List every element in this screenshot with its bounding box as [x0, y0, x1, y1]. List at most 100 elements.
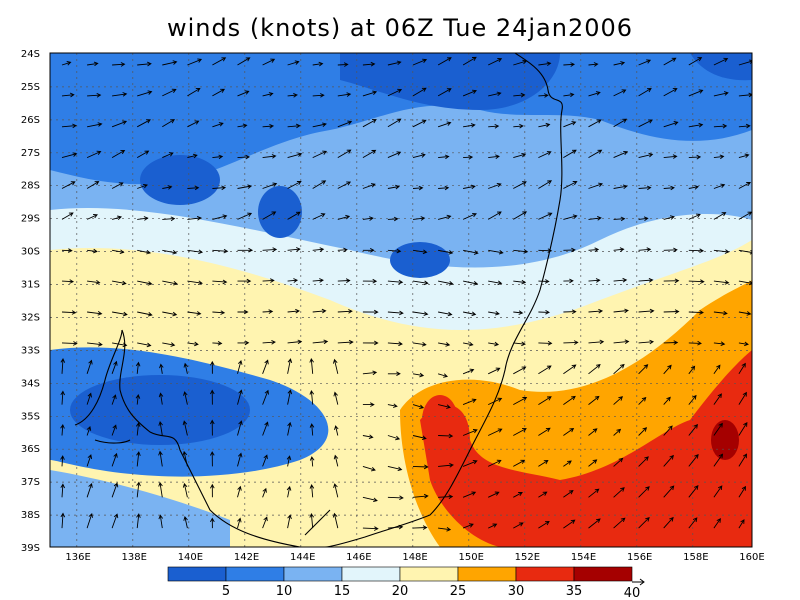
wind-speed-field — [50, 53, 752, 547]
wind-arrow — [309, 512, 314, 529]
wind-arrow — [488, 249, 504, 255]
wind-arrow — [61, 248, 73, 253]
wind-arrow — [688, 213, 701, 220]
lat-tick-label: 30S — [21, 247, 40, 258]
wind-arrow — [488, 91, 502, 97]
wind-arrow — [462, 491, 477, 498]
wind-arrow — [87, 311, 103, 316]
lat-tick-label: 37S — [21, 477, 40, 488]
wind-arrow — [287, 308, 300, 314]
wind-arrow — [187, 153, 198, 159]
wind-arrow — [462, 89, 477, 97]
wind-arrow — [137, 249, 152, 255]
wind-arrow — [613, 247, 625, 252]
wind-arrow — [287, 421, 292, 436]
wind-arrow — [312, 61, 324, 67]
wind-arrow — [663, 364, 672, 375]
wind-arrow — [513, 59, 528, 66]
wind-arrow — [688, 394, 697, 405]
wind-arrow — [187, 215, 202, 221]
wind-arrow — [738, 391, 747, 405]
wind-arrow — [111, 394, 117, 405]
wind-arrow — [412, 525, 428, 530]
lat-tick-label: 39S — [21, 543, 40, 554]
wind-arrow — [663, 485, 675, 498]
wind-arrow — [337, 92, 352, 97]
wind-arrow — [688, 517, 698, 529]
wind-arrow — [588, 488, 600, 498]
wind-arrow — [158, 450, 163, 467]
wind-arrow — [286, 485, 292, 498]
wind-arrow — [187, 88, 201, 97]
wind-arrow — [212, 57, 227, 66]
wind-arrow — [137, 342, 152, 348]
wind-arrow — [158, 481, 163, 498]
wind-arrow — [438, 154, 450, 160]
wind-arrow — [713, 364, 721, 375]
wind-arrow — [638, 59, 652, 66]
wind-arrow — [212, 310, 226, 315]
wind-arrow — [638, 486, 650, 498]
wind-arrow — [387, 60, 402, 66]
wind-arrow — [387, 279, 404, 285]
wind-arrow — [563, 278, 574, 284]
wind-arrow — [287, 278, 299, 283]
wind-arrow — [613, 308, 629, 314]
wind-arrow — [738, 453, 747, 467]
wind-arrow — [688, 279, 705, 284]
lat-tick-label: 36S — [21, 444, 40, 455]
wind-arrow — [488, 367, 501, 375]
wind-arrow — [237, 360, 243, 374]
wind-arrow — [387, 248, 402, 254]
wind-arrow — [412, 493, 429, 499]
wind-arrow — [588, 339, 605, 345]
wind-arrow — [112, 249, 125, 255]
wind-arrow — [462, 459, 478, 467]
wind-arrow — [212, 279, 228, 285]
colorbar: 5 10 15 20 25 30 35 40 — [167, 566, 645, 600]
wind-arrow — [588, 91, 601, 97]
wind-arrow — [86, 513, 93, 529]
wind-arrow — [638, 456, 649, 467]
wind-arrow — [287, 181, 302, 189]
wind-arrow — [713, 341, 726, 347]
lat-tick-label: 27S — [21, 148, 40, 159]
colorbar-label: 10 — [276, 584, 293, 599]
colorbar-swatch — [573, 566, 633, 582]
wind-arrow — [713, 422, 723, 436]
wind-arrow — [162, 88, 177, 97]
wind-arrow — [158, 514, 164, 529]
wind-arrow — [162, 249, 178, 255]
wind-arrow — [438, 527, 452, 532]
lon-tick-label: 150E — [458, 552, 483, 563]
wind-arrow — [312, 122, 327, 128]
wind-arrow — [312, 339, 329, 345]
wind-arrow — [158, 420, 163, 436]
wind-arrow — [387, 371, 401, 376]
wind-arrow — [588, 215, 602, 221]
wind-arrow — [87, 92, 102, 98]
wind-arrow — [462, 398, 477, 406]
wind-arrow — [462, 368, 475, 375]
wind-arrow — [387, 118, 402, 128]
wind-arrow — [613, 61, 626, 66]
wind-arrow — [312, 150, 328, 159]
wind-arrow — [237, 389, 243, 405]
colorbar-label: 25 — [450, 584, 467, 599]
wind-arrow — [136, 119, 151, 128]
wind-arrow — [112, 280, 127, 286]
wind-arrow — [488, 397, 503, 406]
wind-arrow — [713, 183, 726, 189]
wind-arrow — [86, 392, 92, 405]
wind-arrow — [209, 389, 215, 405]
wind-arrow — [438, 342, 451, 347]
wind-arrow — [488, 491, 500, 498]
wind-arrow — [488, 280, 503, 286]
wind-arrow — [538, 93, 549, 98]
wind-arrow — [61, 152, 78, 159]
wind-arrow — [212, 248, 229, 254]
wind-arrow — [387, 465, 403, 472]
wind-arrow — [210, 360, 215, 374]
wind-arrow — [286, 455, 292, 467]
wind-arrow — [112, 92, 128, 97]
